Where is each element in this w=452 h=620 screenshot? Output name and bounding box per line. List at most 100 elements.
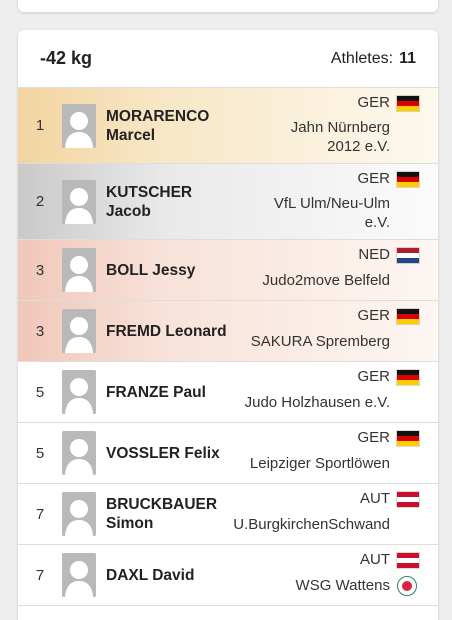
club-name-line: WSG Wattens <box>295 577 390 594</box>
athlete-row[interactable]: 7 DAXL David AUT WSG Wattens <box>18 545 438 606</box>
avatar-container <box>62 88 102 163</box>
club-name: WSG Wattens <box>296 576 390 595</box>
athlete-row[interactable]: 1 MORARENCO Marcel GER Jahn Nürnberg 2012 e.V… <box>18 88 438 164</box>
athletes-number: 11 <box>399 49 416 67</box>
nation-club: GER VfL Ulm/Neu-Ulm e.V. <box>268 164 438 239</box>
athlete-name[interactable]: KUTSCHER Jacob <box>102 164 268 239</box>
club-name-line: e.V. <box>364 214 390 231</box>
flag-ger-icon <box>397 309 419 324</box>
country-code: NED <box>358 246 390 263</box>
club-name-line: Judo Holzhausen e.V. <box>244 394 390 411</box>
person-placeholder-icon <box>62 309 96 353</box>
club-name-line: Judo2move Belfeld <box>262 272 390 289</box>
nation-club: NED Judo2move Belfeld <box>262 240 438 300</box>
country-code: AUT <box>360 490 390 507</box>
nation-club: GER Leipziger Sportlöwen <box>250 423 438 483</box>
country-code: GER <box>357 94 390 111</box>
athlete-row[interactable]: 5 FRANZE Paul GER Judo Holzhausen e.V. <box>18 362 438 423</box>
athlete-name[interactable]: DAXL David <box>102 545 268 605</box>
flag-ned-icon <box>397 248 419 263</box>
athlete-name-line: BOLL Jessy <box>106 261 196 279</box>
country-code: GER <box>357 368 390 385</box>
rank: 5 <box>35 383 45 401</box>
athlete-name-line: MORARENCO <box>106 107 210 125</box>
weight-class: -42 kg <box>40 48 93 68</box>
athlete-name[interactable]: MORARENCO Marcel <box>102 88 268 163</box>
athlete-name-line: Simon <box>106 515 154 532</box>
rank: 3 <box>35 261 45 279</box>
flag-ger-icon <box>397 370 419 385</box>
nation-club: AUT U.BurgkirchenSchwand <box>233 484 438 544</box>
athlete-name-line: VOSSLER Felix <box>106 444 220 462</box>
category-header: -42 kg Athletes: 11 <box>18 30 438 88</box>
flag-aut-icon <box>397 553 419 568</box>
rank: 2 <box>35 193 45 210</box>
athlete-name-line: FREMD Leonard <box>106 322 227 340</box>
avatar-container <box>62 164 102 239</box>
person-placeholder-icon <box>62 248 96 292</box>
person-placeholder-icon <box>62 431 96 475</box>
athlete-name[interactable]: BRUCKBAUER Simon <box>102 484 268 544</box>
athletes-count: Athletes: 11 <box>331 50 416 68</box>
avatar-container <box>62 301 102 361</box>
athlete-name-line: KUTSCHER <box>106 183 193 201</box>
athlete-row[interactable]: 7 BRUCKBAUER Simon AUT U.BurgkirchenSchwand <box>18 484 438 545</box>
club-name: Judo Holzhausen e.V. <box>245 393 390 412</box>
person-placeholder-icon <box>62 492 96 536</box>
avatar-container <box>62 362 102 422</box>
results-list: 1 MORARENCO Marcel GER Jahn Nürnberg 2012 e.V… <box>18 88 438 606</box>
avatar-container <box>62 240 102 300</box>
flag-ger-icon <box>397 431 419 446</box>
country-code: AUT <box>360 551 390 568</box>
avatar-container <box>62 484 102 544</box>
avatar-container <box>62 423 102 483</box>
athlete-row[interactable]: 3 FREMD Leonard GER SAKURA Spremberg <box>18 301 438 362</box>
athlete-row[interactable]: 5 VOSSLER Felix GER Leipziger Sportlöwen <box>18 423 438 484</box>
person-placeholder-icon <box>62 370 96 414</box>
rank: 1 <box>35 117 45 134</box>
rank: 7 <box>35 505 45 523</box>
avatar-container <box>62 545 102 605</box>
club-name-line: 2012 e.V. <box>327 138 390 155</box>
flag-ger-icon <box>397 96 419 111</box>
country-code: GER <box>357 170 390 187</box>
club-name: Judo2move Belfeld <box>262 271 390 290</box>
person-placeholder-icon <box>62 179 96 224</box>
athlete-row[interactable]: 3 BOLL Jessy NED Judo2move Belfeld <box>18 240 438 301</box>
flag-aut-icon <box>397 492 419 507</box>
club-name-line: VfL Ulm/Neu-Ulm <box>273 195 390 212</box>
nation-club: GER Jahn Nürnberg 2012 e.V. <box>268 88 438 163</box>
rank: 7 <box>35 566 45 584</box>
athlete-name[interactable]: VOSSLER Felix <box>102 423 268 483</box>
nation-club: GER SAKURA Spremberg <box>251 301 438 361</box>
athlete-name[interactable]: FREMD Leonard <box>102 301 268 361</box>
country-code: GER <box>357 429 390 446</box>
club-name-line: Leipziger Sportlöwen <box>249 455 390 472</box>
athlete-name-line: FRANZE Paul <box>106 383 206 401</box>
person-placeholder-icon <box>62 553 96 597</box>
club-name-line: Jahn Nürnberg <box>290 119 390 136</box>
rank: 3 <box>35 322 45 340</box>
athlete-name-line: BRUCKBAUER <box>106 496 218 513</box>
results-card: -42 kg Athletes: 11 1 MORARENCO Marcel GER Ja… <box>18 30 438 620</box>
club-name: Jahn Nürnberg 2012 e.V. <box>291 118 390 156</box>
club-name: SAKURA Spremberg <box>251 332 390 351</box>
country-code: GER <box>357 307 390 324</box>
club-name: U.BurgkirchenSchwand <box>233 515 390 534</box>
athlete-row[interactable]: 2 KUTSCHER Jacob GER VfL Ulm/Neu-Ulm e.V. <box>18 164 438 240</box>
athlete-name-line: DAXL David <box>106 566 195 584</box>
rank: 5 <box>35 444 45 462</box>
nation-club: GER Judo Holzhausen e.V. <box>245 362 438 422</box>
nation-club: AUT WSG Wattens <box>268 545 438 605</box>
club-name-line: U.BurgkirchenSchwand <box>233 516 390 533</box>
wsg-wattens-logo-icon <box>397 576 417 596</box>
athlete-name-line: Marcel <box>106 126 156 144</box>
athletes-label: Athletes: <box>330 49 394 67</box>
athlete-name[interactable]: BOLL Jessy <box>102 240 268 300</box>
athlete-name[interactable]: FRANZE Paul <box>102 362 268 422</box>
previous-card <box>18 0 438 12</box>
athlete-name-line: Jacob <box>106 202 151 220</box>
club-name: VfL Ulm/Neu-Ulm e.V. <box>274 194 390 232</box>
flag-ger-icon <box>397 172 419 187</box>
club-name-line: SAKURA Spremberg <box>250 333 390 350</box>
